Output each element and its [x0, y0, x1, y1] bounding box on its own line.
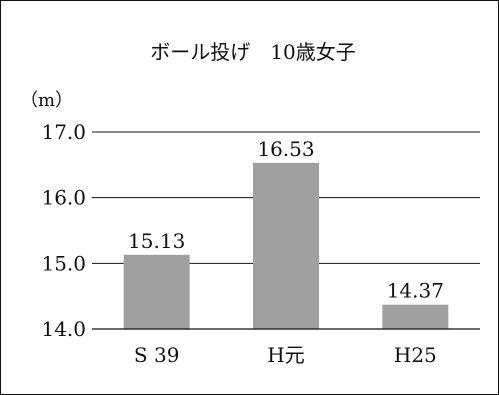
x-tick-label: S 39 [134, 343, 180, 367]
y-tick-label: 17.0 [41, 120, 86, 144]
y-axis-tick-labels: 14.0 15.0 16.0 17.0 [41, 120, 86, 341]
x-tick-label: H元 [267, 343, 304, 367]
x-tick-label: H25 [394, 343, 437, 367]
x-axis-tick-labels: S 39 H元 H25 [134, 343, 437, 367]
bar-value-label: 14.37 [387, 279, 444, 303]
bar [253, 162, 319, 329]
y-tick-label: 16.0 [41, 186, 86, 210]
chart-title: ボール投げ 10歳女子 [150, 40, 355, 64]
bar [382, 304, 449, 329]
bar-value-label: 16.53 [257, 137, 314, 161]
y-tick-label: 14.0 [41, 317, 86, 341]
bar-value-label: 15.13 [128, 229, 185, 253]
value-labels: 15.13 16.53 14.37 [128, 137, 444, 303]
bar [123, 254, 190, 329]
y-tick-label: 15.0 [41, 251, 86, 275]
y-axis-unit-label: （m） [20, 90, 73, 111]
bars [123, 162, 449, 329]
